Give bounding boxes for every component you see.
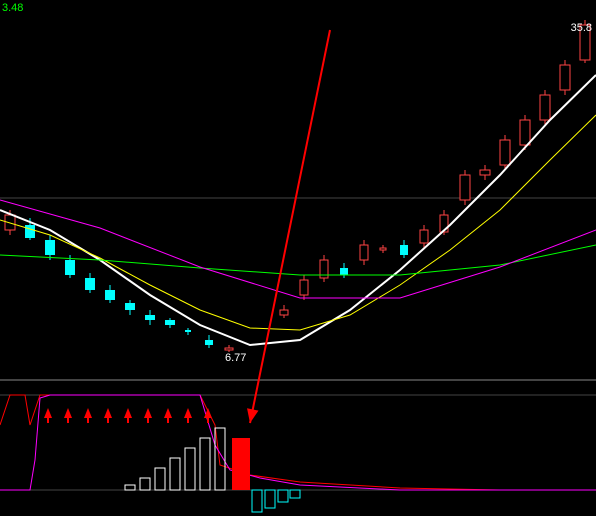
stock-chart xyxy=(0,0,596,516)
price-high-label: 35.8 xyxy=(571,22,592,34)
top-left-price-label: 3.48 xyxy=(2,2,23,14)
price-low-label: 6.77 xyxy=(225,352,246,364)
